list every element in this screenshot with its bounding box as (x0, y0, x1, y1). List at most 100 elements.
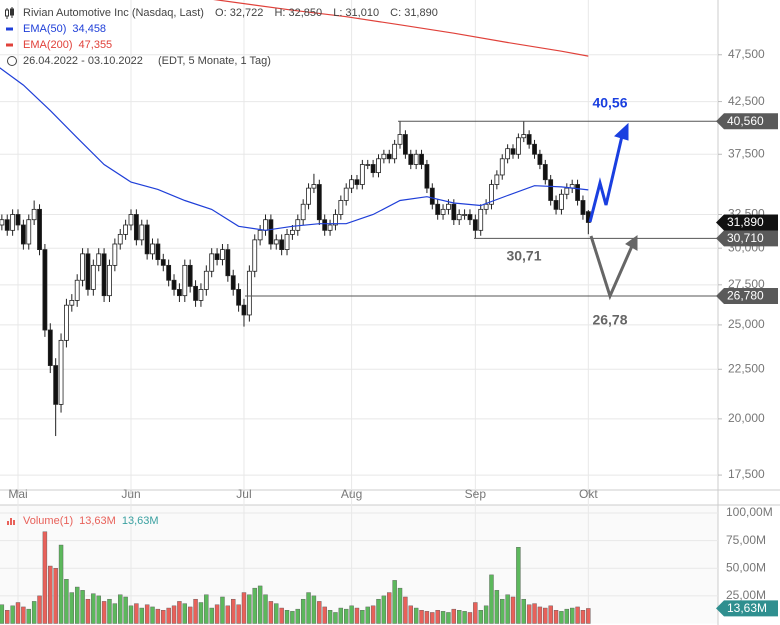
candle-body (521, 134, 527, 139)
volume-bar (327, 610, 333, 624)
candle-body (462, 214, 467, 216)
candle-body (386, 153, 392, 160)
x-tick-label: Aug (341, 487, 362, 501)
candle-body (193, 285, 198, 301)
volume-bar (370, 605, 376, 624)
date-range-text: 26.04.2022 - 03.10.2022 (23, 55, 143, 67)
candle-body (553, 200, 559, 210)
ohlc-high: H: 32,850 (274, 7, 322, 19)
candle-body (322, 219, 328, 231)
volume-bar (236, 604, 241, 624)
volume-bar (274, 603, 279, 624)
candle-body (203, 270, 209, 290)
volume-bar (580, 610, 586, 624)
last-price-box (716, 214, 778, 231)
y-tick-label: 27,500 (728, 277, 765, 291)
volume-bar (118, 594, 123, 624)
candle-body (365, 164, 371, 166)
volume-bar (381, 595, 387, 624)
candle-body (381, 153, 387, 160)
volume-bar (564, 608, 570, 624)
legend-title: Rivian Automotive Inc (Nasdaq, Last) O: … (23, 7, 438, 19)
volume-bar (521, 598, 526, 624)
up-arrowhead (614, 122, 629, 141)
candle-body (370, 164, 376, 174)
candle-body (20, 224, 26, 245)
volume-bar (505, 594, 510, 624)
volume-bar (107, 598, 112, 624)
candle-body (90, 264, 96, 290)
volume-bar (193, 598, 198, 624)
volume-bar (575, 606, 580, 624)
volume-bar (155, 608, 161, 624)
volume-bar (440, 611, 446, 624)
candle-body (187, 264, 193, 287)
candle-body (128, 214, 134, 226)
volume-bar (26, 608, 31, 624)
volume-bar (128, 605, 134, 624)
volume-bar (333, 612, 338, 624)
candle-body (359, 164, 365, 185)
candle-body (354, 179, 360, 185)
legend-swatch (6, 27, 13, 31)
candle-body (230, 275, 236, 290)
volume-bar (586, 608, 591, 624)
ohlc-low: L: 31,010 (333, 7, 379, 19)
y-tick-label: 47,500 (728, 47, 765, 61)
candle-body (542, 164, 548, 181)
candle-body (96, 253, 102, 266)
volume-bar (263, 594, 268, 624)
candle-body (117, 233, 123, 245)
volume-bar (42, 531, 48, 624)
volume-bar (489, 574, 494, 624)
level-label: 30,71 (506, 248, 541, 264)
candle-body (85, 253, 91, 290)
candle-body (64, 304, 69, 341)
candle-body (160, 259, 166, 266)
candle-body (112, 243, 118, 266)
down-arrowhead (625, 235, 638, 251)
level-label: 40,56 (592, 95, 627, 111)
candle-body (333, 214, 338, 226)
candle-body (467, 214, 473, 221)
volume-bar (553, 610, 559, 624)
volume-bar (483, 605, 489, 624)
legend-name: EMA(50) (23, 23, 66, 35)
candles (0, 121, 591, 437)
volume-bar (392, 580, 397, 624)
up-arrow (588, 135, 624, 223)
candle-body (47, 329, 53, 366)
volume-bar (247, 594, 252, 624)
candle-body (515, 137, 521, 155)
volume-bar (139, 607, 144, 624)
candle-body (408, 153, 414, 165)
volume-bar (548, 605, 553, 624)
scenario-arrows (588, 122, 638, 301)
candle-body (343, 187, 349, 201)
volume-bar (0, 604, 5, 624)
candle-body (246, 270, 252, 316)
volume-bar (241, 592, 247, 624)
candle-body (548, 179, 554, 201)
volume-bar (15, 602, 21, 624)
x-tick-label: Jul (236, 487, 251, 501)
candle-body (499, 158, 505, 176)
last-price-text: 31,890 (727, 215, 764, 229)
candle-body (209, 253, 215, 272)
volume-bar (413, 607, 419, 624)
volume-bar (349, 605, 354, 624)
volume-bar (526, 604, 532, 624)
volume-tick-label: 75,00M (726, 533, 766, 547)
candle-body (80, 253, 85, 281)
candle-body (107, 264, 112, 297)
volume-bar (354, 607, 360, 624)
candle-icon (5, 7, 14, 19)
volume-bar (161, 610, 166, 624)
volume-bar (338, 607, 344, 624)
y-tick-label: 17,500 (728, 467, 765, 481)
level-axis-text: 40,560 (727, 114, 764, 128)
level-axis-text: 30,710 (727, 231, 764, 245)
y-tick-label: 42,500 (728, 94, 765, 108)
legend: Rivian Automotive Inc (Nasdaq, Last) O: … (5, 7, 438, 527)
